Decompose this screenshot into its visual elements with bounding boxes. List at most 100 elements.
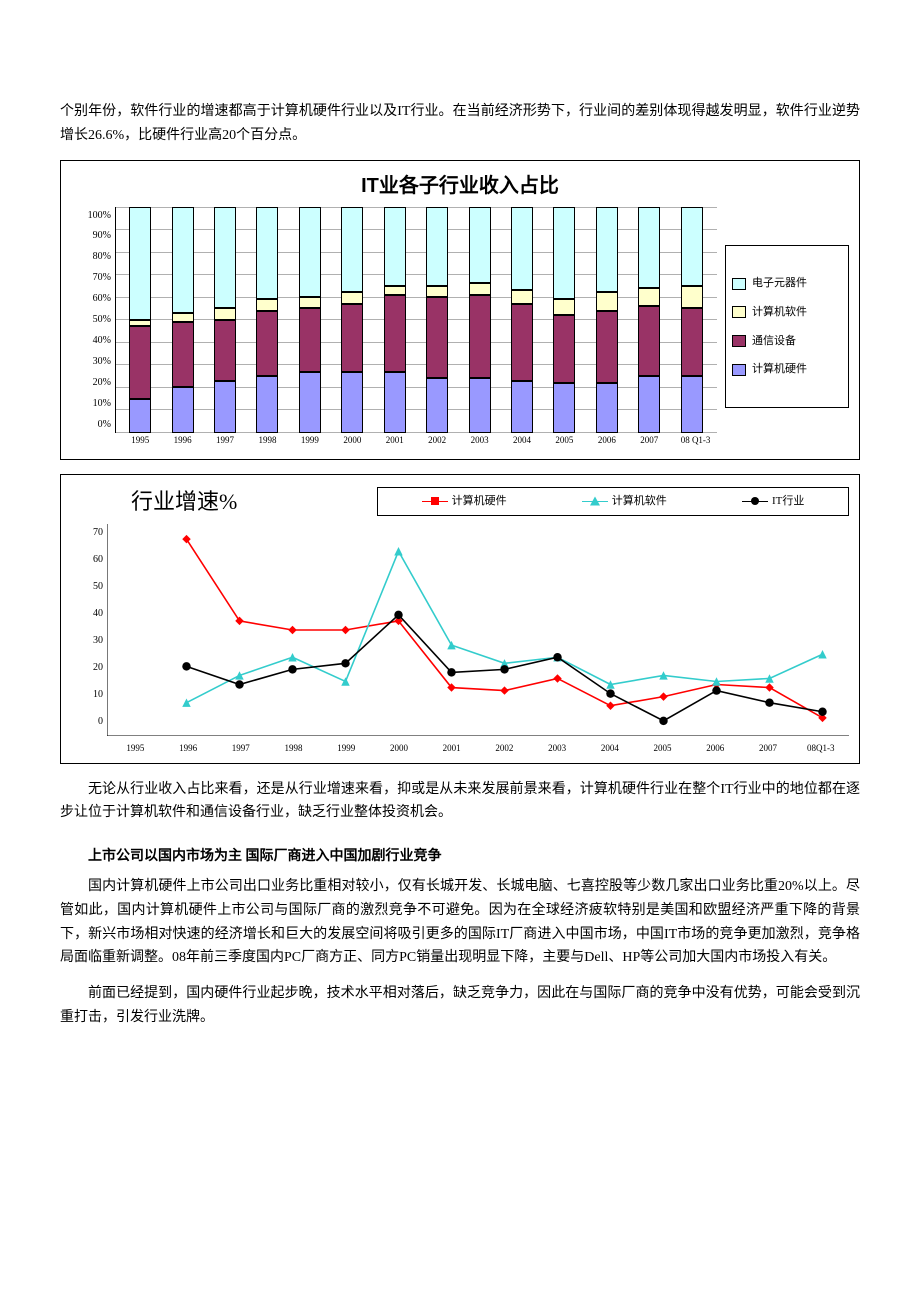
bar-segment-hw [172, 387, 194, 432]
chart2-x-labels: 1995199619971998199920002001200220032004… [107, 741, 849, 756]
bar-segment-elec [129, 207, 151, 320]
bar-segment-sw [129, 320, 151, 327]
bar-segment-elec [553, 207, 575, 300]
chart2-y-tick: 10 [71, 686, 103, 703]
bar-segment-hw [426, 378, 448, 432]
chart1-x-tick: 1995 [129, 433, 151, 448]
stacked-bar [469, 207, 491, 433]
bar-segment-comm [172, 322, 194, 388]
marker-it [394, 611, 402, 619]
marker-sw [235, 671, 243, 679]
chart2-header: 行业增速% 计算机硬件计算机软件IT行业 [71, 483, 849, 520]
stacked-bar [426, 207, 448, 433]
document-page: 个别年份，软件行业的增速都高于计算机硬件行业以及IT行业。在当前经济形势下，行业… [0, 0, 920, 1102]
bar-segment-comm [299, 308, 321, 371]
bar-segment-sw [256, 299, 278, 310]
marker-sw [394, 547, 402, 555]
bar-segment-hw [214, 381, 236, 433]
marker-sw [288, 653, 296, 661]
bar-segment-comm [553, 315, 575, 383]
bar-segment-comm [469, 295, 491, 379]
chart2-y-tick: 40 [71, 605, 103, 622]
triangle-marker-icon [590, 497, 600, 506]
bar-segment-elec [384, 207, 406, 286]
chart1-x-tick: 1997 [214, 433, 236, 448]
bar-segment-comm [214, 320, 236, 381]
chart2-y-tick: 50 [71, 578, 103, 595]
bar-segment-hw [681, 376, 703, 433]
chart1-x-tick: 1998 [256, 433, 278, 448]
chart2-x-tick: 2005 [636, 741, 689, 756]
marker-it [765, 698, 773, 706]
chart1-y-tick: 10% [71, 395, 111, 412]
chart2-svg [107, 524, 849, 736]
bar-segment-hw [256, 376, 278, 433]
stacked-bar [638, 207, 660, 433]
chart1-x-tick: 08 Q1-3 [681, 433, 703, 448]
chart2-y-tick: 30 [71, 632, 103, 649]
chart1-y-tick: 100% [71, 207, 111, 224]
bar-segment-sw [384, 286, 406, 295]
bar-segment-hw [341, 372, 363, 433]
stacked-bar [214, 207, 236, 433]
diamond-marker-icon [431, 497, 439, 505]
stacked-bar [172, 207, 194, 433]
bar-segment-elec [426, 207, 448, 286]
stacked-bar [596, 207, 618, 433]
legend-label: 计算机硬件 [452, 492, 507, 511]
chart2-y-axis: 706050403020100 [71, 524, 107, 756]
bar-segment-elec [214, 207, 236, 309]
stacked-bar [681, 207, 703, 433]
chart2-x-tick: 2004 [583, 741, 636, 756]
marker-hw [606, 701, 614, 709]
bar-segment-sw [596, 292, 618, 310]
chart1-y-tick: 60% [71, 290, 111, 307]
bar-segment-sw [172, 313, 194, 322]
bar-segment-comm [596, 311, 618, 383]
bar-segment-elec [256, 207, 278, 300]
chart1-y-tick: 90% [71, 227, 111, 244]
legend-swatch-icon [732, 306, 746, 318]
marker-hw [182, 535, 190, 543]
marker-it [341, 659, 349, 667]
marker-it [606, 689, 614, 697]
bar-segment-sw [638, 288, 660, 306]
chart2-x-tick: 2006 [689, 741, 742, 756]
bar-segment-hw [129, 399, 151, 433]
chart1-y-tick: 40% [71, 332, 111, 349]
bar-segment-elec [596, 207, 618, 293]
chart2-x-tick: 2003 [531, 741, 584, 756]
marker-it [500, 665, 508, 673]
legend-label: IT行业 [772, 492, 804, 511]
bar-segment-comm [341, 304, 363, 372]
bar-segment-sw [553, 299, 575, 315]
legend-swatch-icon [732, 364, 746, 376]
bar-segment-comm [681, 308, 703, 376]
chart1-x-tick: 2005 [553, 433, 575, 448]
legend-label: 计算机硬件 [752, 360, 807, 379]
marker-hw [500, 686, 508, 694]
chart1-x-tick: 2006 [596, 433, 618, 448]
chart2-x-tick: 2002 [478, 741, 531, 756]
stacked-bar-chart: IT业各子行业收入占比 100%90%80%70%60%50%40%30%20%… [60, 160, 860, 460]
marker-it [447, 668, 455, 676]
stacked-bar [384, 207, 406, 433]
chart2-plot: 1995199619971998199920002001200220032004… [107, 524, 849, 756]
chart2-title: 行业增速% [71, 483, 371, 520]
stacked-bar [341, 207, 363, 433]
bar-segment-elec [638, 207, 660, 288]
chart2-x-tick: 2007 [742, 741, 795, 756]
chart2-legend: 计算机硬件计算机软件IT行业 [377, 487, 849, 516]
marker-it [235, 680, 243, 688]
legend-item-comm: 通信设备 [732, 332, 842, 351]
mid-paragraph: 无论从行业收入占比来看，还是从行业增速来看，抑或是从未来发展前景来看，计算机硬件… [60, 778, 860, 826]
chart2-y-tick: 60 [71, 551, 103, 568]
line-series-sw [187, 551, 823, 702]
marker-it [712, 686, 720, 694]
marker-sw [447, 641, 455, 649]
chart1-x-tick: 2001 [384, 433, 406, 448]
marker-it [553, 653, 561, 661]
bar-segment-sw [469, 283, 491, 294]
bar-segment-hw [299, 372, 321, 433]
legend-label: 通信设备 [752, 332, 796, 351]
